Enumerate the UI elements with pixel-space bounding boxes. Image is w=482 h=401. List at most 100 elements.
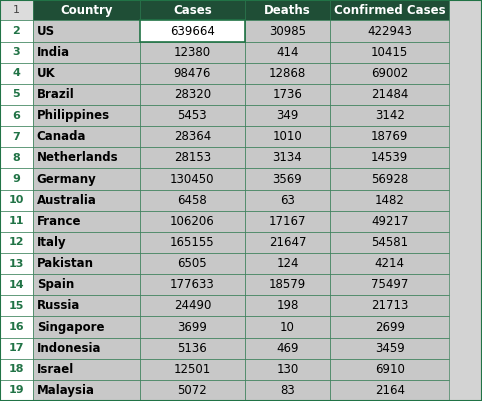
Text: 3459: 3459 [375,342,404,354]
Text: 83: 83 [280,384,295,397]
Text: 124: 124 [276,257,299,270]
Bar [245,105,330,126]
Bar [245,0,330,20]
Text: 6505: 6505 [177,257,207,270]
Text: US: US [37,24,55,38]
Bar [245,126,330,147]
Bar [140,105,245,126]
Bar [33,359,140,380]
Text: 6: 6 [13,111,20,121]
Bar [0,147,33,168]
Bar [140,295,245,316]
Text: 6458: 6458 [177,194,207,207]
Bar [0,359,33,380]
Bar [245,168,330,190]
Text: 12868: 12868 [269,67,306,80]
Bar [33,274,140,295]
Text: 18579: 18579 [269,278,306,291]
Bar [33,126,140,147]
Bar [0,295,33,316]
Bar [245,232,330,253]
Bar [33,295,140,316]
Bar [0,190,33,211]
Bar [140,168,245,190]
Text: 1: 1 [13,5,20,15]
Text: 12: 12 [9,237,24,247]
Bar [330,0,449,20]
Text: 11: 11 [9,216,24,226]
Bar [0,42,33,63]
Text: 98476: 98476 [174,67,211,80]
Text: 10: 10 [9,195,24,205]
Bar [0,232,33,253]
Text: Cases: Cases [173,4,212,17]
Bar [330,211,449,232]
Bar [140,63,245,84]
Text: 130: 130 [276,363,299,376]
Text: 13: 13 [9,259,24,269]
Text: 17: 17 [9,343,24,353]
Text: 14: 14 [9,280,24,290]
Bar [245,190,330,211]
Bar [0,168,33,190]
Text: 1010: 1010 [273,130,302,143]
Text: 1736: 1736 [273,88,302,101]
Text: 24490: 24490 [174,300,211,312]
Text: 18769: 18769 [371,130,408,143]
Bar [33,168,140,190]
Bar [330,147,449,168]
Text: Germany: Germany [37,172,96,186]
Text: 5453: 5453 [177,109,207,122]
Bar [33,105,140,126]
Bar [330,168,449,190]
Text: 28320: 28320 [174,88,211,101]
Text: 5136: 5136 [177,342,207,354]
Text: 639664: 639664 [170,24,215,38]
Text: 28153: 28153 [174,151,211,164]
Text: Country: Country [60,4,112,17]
Bar [330,232,449,253]
Text: 7: 7 [13,132,20,142]
Bar [140,126,245,147]
Bar [140,274,245,295]
Bar [245,274,330,295]
Bar [245,380,330,401]
Bar [33,147,140,168]
Bar [0,126,33,147]
Bar [33,42,140,63]
Bar [0,84,33,105]
Bar [330,42,449,63]
Bar [33,316,140,338]
Text: 19: 19 [9,385,24,395]
Text: 15: 15 [9,301,24,311]
Text: 3699: 3699 [177,320,207,334]
Text: 177633: 177633 [170,278,214,291]
Text: 8: 8 [13,153,20,163]
Bar [33,380,140,401]
Bar [330,126,449,147]
Text: Russia: Russia [37,300,80,312]
Text: Confirmed Cases: Confirmed Cases [334,4,445,17]
Text: 3142: 3142 [375,109,404,122]
Bar [140,84,245,105]
Text: Canada: Canada [37,130,86,143]
Bar [33,232,140,253]
Text: 3: 3 [13,47,20,57]
Text: 3569: 3569 [273,172,302,186]
Bar [330,253,449,274]
Text: Australia: Australia [37,194,96,207]
Text: 75497: 75497 [371,278,408,291]
Bar [33,190,140,211]
Bar [140,147,245,168]
Bar [140,380,245,401]
Bar [140,190,245,211]
Text: 18: 18 [9,364,24,374]
Text: 130450: 130450 [170,172,214,186]
Bar [0,20,33,42]
Bar [245,63,330,84]
Bar [245,338,330,359]
Text: 21484: 21484 [371,88,408,101]
Text: 4: 4 [13,68,20,78]
Text: 414: 414 [276,46,299,59]
Bar [0,274,33,295]
